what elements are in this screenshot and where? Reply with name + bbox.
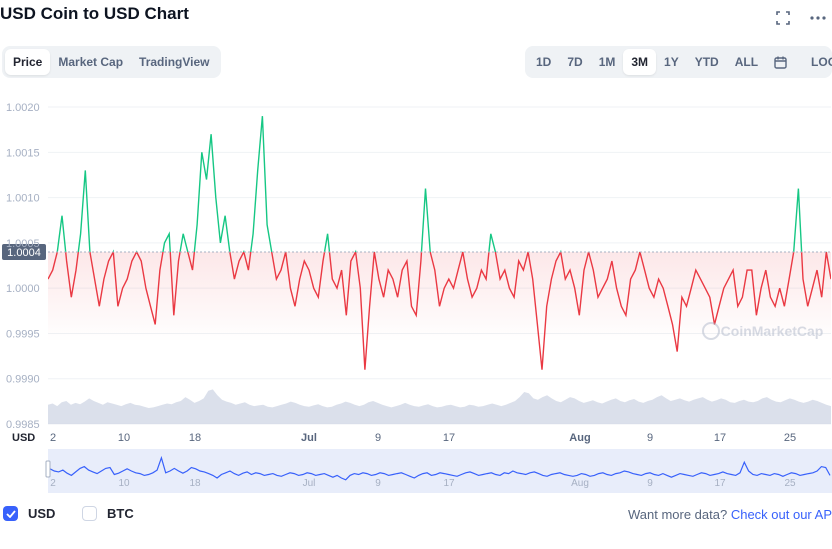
x-tick-label: 17 bbox=[443, 432, 455, 444]
x-axis: USD 2 10 18 Jul 9 17 Aug 9 17 25 bbox=[12, 432, 796, 444]
api-link[interactable]: Check out our AP bbox=[730, 507, 832, 522]
price-line-down bbox=[48, 251, 831, 370]
legend-btc-label: BTC bbox=[107, 506, 134, 521]
cta-text: Want more data? Check out our AP bbox=[628, 507, 832, 522]
below-baseline-fill bbox=[48, 251, 831, 342]
navigator-handle-left bbox=[45, 460, 51, 478]
x-tick-label: 9 bbox=[375, 432, 381, 444]
range-selector: 1D 7D 1M 3M 1Y YTD ALL LOG bbox=[525, 46, 832, 78]
x-tick-label: 2 bbox=[50, 432, 56, 444]
navigator-tick-label: 18 bbox=[189, 478, 201, 489]
x-tick-label: 25 bbox=[784, 432, 796, 444]
volume-area bbox=[48, 389, 831, 424]
navigator-tick-label: Aug bbox=[571, 478, 589, 489]
y-tick-label: 0.9990 bbox=[6, 374, 40, 386]
more-icon[interactable] bbox=[808, 8, 828, 28]
range-1d[interactable]: 1D bbox=[536, 55, 552, 69]
usd-checkbox[interactable] bbox=[3, 506, 18, 521]
x-tick-label: 18 bbox=[189, 432, 201, 444]
range-1y[interactable]: 1Y bbox=[664, 55, 679, 69]
range-7d[interactable]: 7D bbox=[567, 55, 583, 69]
legend-btc[interactable]: BTC bbox=[82, 506, 134, 521]
baseline-label: 1.0004 bbox=[7, 247, 41, 259]
legend-usd[interactable]: USD bbox=[3, 506, 55, 521]
baseline-marker: 1.0004 bbox=[2, 243, 831, 260]
y-tick-label: 0.9995 bbox=[6, 328, 40, 340]
y-tick-label: 1.0015 bbox=[6, 147, 40, 159]
navigator-tick-label: 17 bbox=[443, 478, 455, 489]
tab-price[interactable]: Price bbox=[5, 49, 51, 75]
tab-market-cap[interactable]: Market Cap bbox=[58, 55, 124, 69]
navigator: 2 10 18 Jul 9 17 Aug 9 17 25 bbox=[45, 449, 832, 493]
y-tick-label: 1.0020 bbox=[6, 102, 40, 114]
legend-usd-label: USD bbox=[28, 506, 56, 521]
volume-area-shape bbox=[48, 389, 831, 424]
y-axis-unit: USD bbox=[12, 432, 35, 444]
navigator-tick-label: 9 bbox=[647, 478, 653, 489]
range-ytd[interactable]: YTD bbox=[694, 55, 719, 69]
calendar-icon[interactable] bbox=[766, 49, 795, 75]
tab-tradingview[interactable]: TradingView bbox=[139, 55, 210, 69]
baseline-label-bg bbox=[2, 243, 46, 260]
x-tick-label: 10 bbox=[118, 432, 130, 444]
x-tick-label: Jul bbox=[301, 432, 317, 444]
page-title: USD Coin to USD Chart bbox=[0, 4, 189, 23]
y-axis: 1.0020 1.0015 1.0010 1.0005 1.0000 0.9995 0.99… bbox=[6, 102, 40, 431]
range-all[interactable]: ALL bbox=[734, 55, 759, 69]
fullscreen-icon[interactable] bbox=[773, 8, 793, 28]
range-1m[interactable]: 1M bbox=[598, 55, 616, 69]
y-tick-label: 0.9985 bbox=[6, 419, 40, 431]
log-toggle[interactable]: LOG bbox=[811, 55, 832, 69]
cta-prefix: Want more data? bbox=[627, 507, 728, 522]
navigator-line bbox=[49, 455, 831, 481]
x-tick-label: Aug bbox=[569, 432, 590, 444]
range-3m[interactable]: 3M bbox=[623, 49, 657, 75]
watermark: CoinMarketCap bbox=[721, 323, 824, 339]
navigator-tick-label: 25 bbox=[784, 478, 796, 489]
chart-type-tabs: Price Market Cap TradingView bbox=[2, 46, 221, 78]
price-series bbox=[48, 116, 831, 370]
navigator-tick-label: 2 bbox=[50, 478, 56, 489]
navigator-tick-label: 9 bbox=[375, 478, 381, 489]
x-tick-label: 9 bbox=[647, 432, 653, 444]
y-tick-label: 1.0005 bbox=[6, 238, 40, 250]
x-tick-label: 17 bbox=[714, 432, 726, 444]
y-tick-label: 1.0010 bbox=[6, 193, 40, 205]
y-tick-label: 1.0000 bbox=[6, 283, 40, 295]
price-chart[interactable]: 1.0004 1.0020 1.0015 1.0010 1.0005 1.0000 0.9… bbox=[0, 90, 832, 500]
navigator-tick-label: 10 bbox=[118, 478, 130, 489]
watermark-logo-icon bbox=[702, 322, 720, 340]
btc-checkbox[interactable] bbox=[82, 506, 97, 521]
navigator-tick-label: Jul bbox=[303, 478, 316, 489]
navigator-tick-label: 17 bbox=[714, 478, 726, 489]
